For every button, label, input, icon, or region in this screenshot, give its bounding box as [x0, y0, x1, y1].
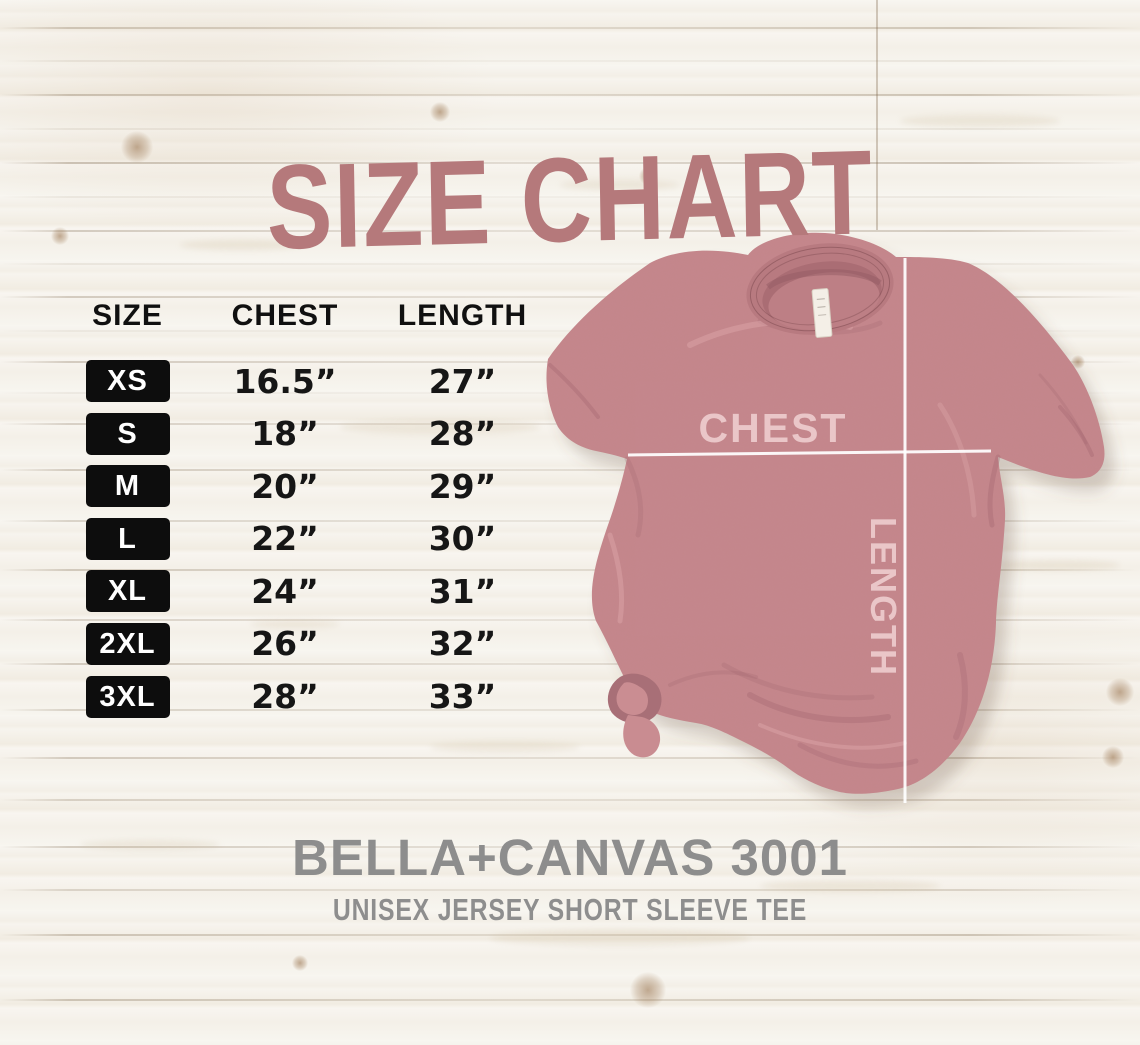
- size-badge: 3XL: [85, 675, 170, 718]
- wood-knot: [292, 955, 308, 971]
- chest-value: 26”: [251, 624, 319, 664]
- size-table: SIZE CHEST LENGTH XS 16.5” 27” S 18” 28”…: [60, 299, 560, 728]
- knotted-hem: [607, 673, 662, 758]
- length-value: 31”: [428, 571, 497, 611]
- length-value: 27”: [428, 361, 497, 401]
- column-header-chest: CHEST: [231, 299, 339, 332]
- length-value: 29”: [428, 466, 497, 506]
- size-badge: XL: [85, 570, 170, 613]
- wood-knot: [51, 227, 69, 245]
- chest-label: CHEST: [699, 405, 848, 451]
- wood-knot: [430, 102, 450, 122]
- size-table-body: XS 16.5” 27” S 18” 28” M 20” 29” L 22” 3…: [60, 360, 560, 718]
- size-badge: XS: [85, 360, 170, 402]
- chest-value: 28”: [251, 677, 319, 717]
- length-value: 32”: [428, 624, 497, 664]
- length-value: 28”: [428, 414, 497, 454]
- length-label: LENGTH: [863, 517, 904, 677]
- tshirt-measurement-diagram: CHEST LENGTH: [520, 225, 1140, 825]
- tshirt-illustration: CHEST LENGTH: [546, 232, 1115, 807]
- brand-name: BELLA+CANVAS 3001: [292, 829, 848, 886]
- product-name: UNISEX JERSEY SHORT SLEEVE TEE: [332, 892, 808, 927]
- chest-value: 22”: [251, 519, 319, 559]
- chest-measure-line: [627, 449, 992, 457]
- table-row: 2XL 26” 32”: [60, 622, 560, 665]
- collar-tag: [811, 288, 833, 338]
- wood-knot: [630, 972, 666, 1008]
- table-row: XS 16.5” 27”: [60, 360, 560, 402]
- size-badge: S: [85, 412, 170, 455]
- wood-plank-joint: [876, 0, 878, 230]
- column-header-length: LENGTH: [397, 299, 528, 332]
- size-table-header: SIZE CHEST LENGTH: [60, 299, 560, 333]
- column-header-size: SIZE: [92, 299, 163, 332]
- chest-value: 18”: [251, 414, 319, 454]
- collar: [746, 243, 894, 338]
- wood-seam: [0, 889, 1140, 891]
- wood-seam: [0, 27, 1140, 29]
- chest-value: 24”: [251, 571, 319, 611]
- table-row: 3XL 28” 33”: [60, 675, 560, 718]
- wood-seam: [0, 934, 1140, 936]
- size-badge: 2XL: [85, 622, 170, 665]
- wood-seam: [0, 94, 1140, 96]
- table-row: L 22” 30”: [60, 517, 560, 560]
- size-badge: L: [85, 517, 170, 560]
- table-row: S 18” 28”: [60, 412, 560, 455]
- size-badge: M: [85, 465, 170, 508]
- table-row: XL 24” 31”: [60, 570, 560, 613]
- chest-value: 16.5”: [233, 361, 337, 401]
- length-value: 33”: [428, 677, 497, 717]
- table-row: M 20” 29”: [60, 465, 560, 508]
- wood-wear-patch: [490, 930, 750, 946]
- wood-seam: [0, 999, 1140, 1001]
- chest-value: 20”: [251, 466, 319, 506]
- page-title: SIZE CHART: [265, 125, 875, 276]
- wood-seam: [0, 60, 1140, 62]
- length-value: 30”: [428, 519, 497, 559]
